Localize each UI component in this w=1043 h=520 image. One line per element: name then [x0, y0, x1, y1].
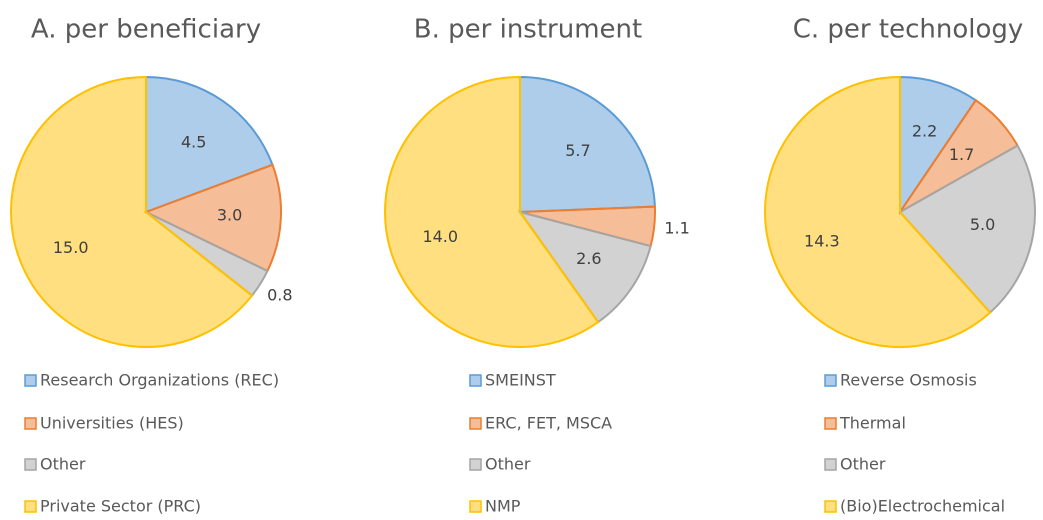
legend-label: Private Sector (PRC): [40, 497, 201, 516]
data-label: 4.5: [181, 133, 206, 152]
legend-swatch: [24, 417, 37, 430]
chart-title: A. per beneficiary: [31, 15, 261, 45]
chart-title: B. per instrument: [414, 15, 642, 45]
chart-title: C. per technology: [793, 15, 1024, 45]
legend-label: SMEINST: [485, 371, 556, 390]
data-label: 14.3: [804, 231, 840, 250]
legend-label: Other: [485, 455, 531, 474]
legend-swatch: [824, 374, 837, 387]
data-label: 1.1: [664, 218, 689, 237]
legend-swatch: [824, 500, 837, 513]
data-label: 3.0: [217, 205, 242, 224]
legend-swatch: [469, 417, 482, 430]
pie-slice: [10, 75, 254, 348]
pie-slice: [898, 144, 1036, 314]
legend-label: (Bio)Electrochemical: [840, 497, 1005, 516]
legend-swatch: [469, 500, 482, 513]
pie-slice: [143, 163, 282, 273]
data-label: 2.2: [912, 121, 937, 140]
legend-swatch: [469, 374, 482, 387]
legend-label: NMP: [485, 497, 521, 516]
legend-label: ERC, FET, MSCA: [485, 414, 612, 433]
data-label: 14.0: [422, 227, 458, 246]
data-label: 0.8: [267, 285, 292, 304]
data-label: 1.7: [949, 145, 974, 164]
legend-swatch: [824, 417, 837, 430]
legend-swatch: [24, 374, 37, 387]
pie-slice: [145, 75, 274, 214]
legend-label: Other: [40, 455, 86, 474]
data-label: 5.0: [970, 215, 995, 234]
legend-label: Universities (HES): [40, 414, 184, 433]
legend-label: Other: [840, 455, 886, 474]
data-label: 2.6: [576, 249, 601, 268]
pie-slice: [517, 210, 652, 324]
legend-label: Thermal: [839, 414, 906, 433]
data-label: 15.0: [53, 238, 89, 257]
legend-swatch: [24, 500, 37, 513]
legend-swatch: [469, 458, 482, 471]
pie-slice: [519, 75, 656, 214]
legend-label: Research Organizations (REC): [40, 371, 279, 390]
legend-label: Reverse Osmosis: [840, 371, 977, 390]
pie-slice: [764, 75, 992, 348]
legend-swatch: [24, 458, 37, 471]
pie-slice: [899, 75, 978, 216]
pie-slice: [384, 75, 600, 348]
legend-swatch: [824, 458, 837, 471]
data-label: 5.7: [565, 141, 590, 160]
